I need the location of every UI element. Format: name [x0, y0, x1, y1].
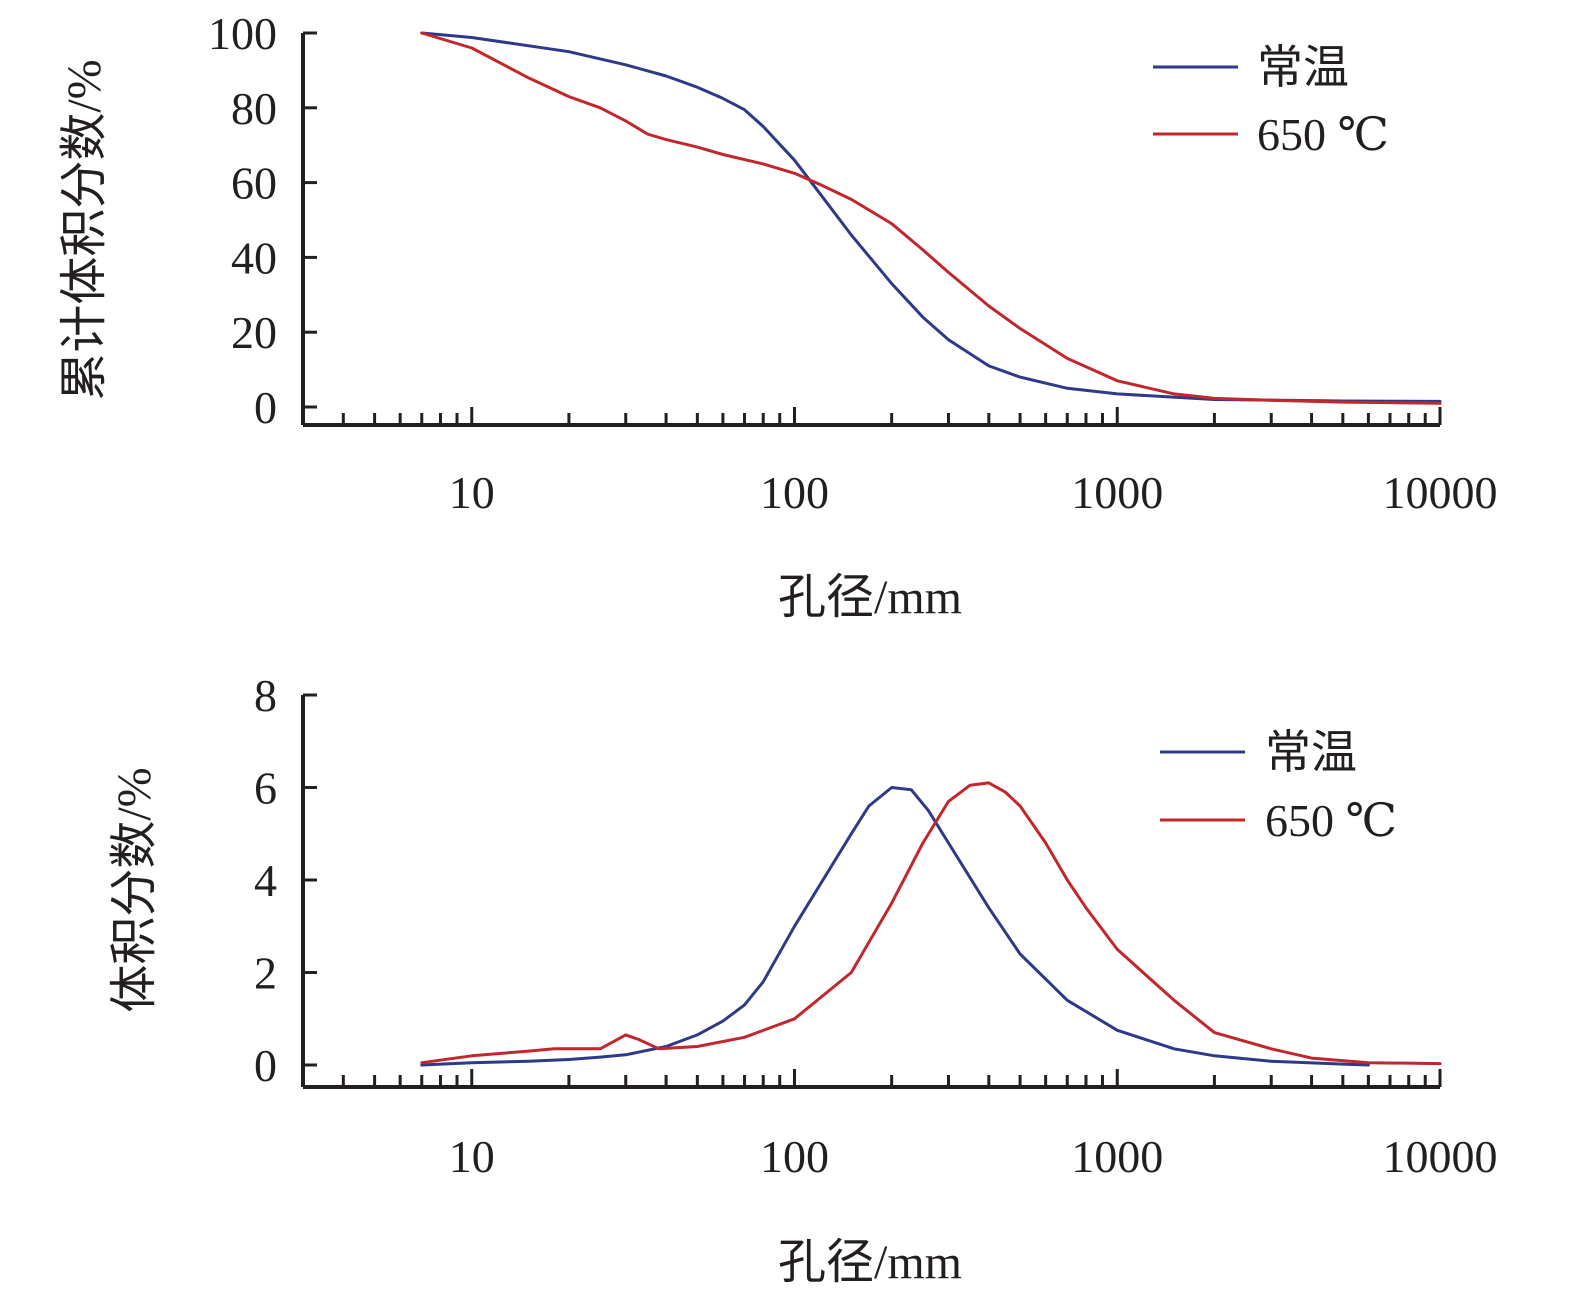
bottom-x-tick-label: 100: [760, 1131, 829, 1182]
bottom-y-tick-label: 2: [254, 948, 277, 999]
top-legend-label: 常温: [1257, 42, 1349, 93]
volume-fraction-chart: 0 2 4 6 8 10 100 1000 10000 孔径/mm 体积分数/% 常温 650 ℃: [108, 670, 1498, 1289]
top-series-line-ambient: [420, 31, 1442, 403]
top-y-tick-label: 60: [231, 158, 277, 209]
bottom-x-tick-label: 10000: [1383, 1131, 1498, 1182]
bottom-series-line-ambient: [420, 786, 1370, 1067]
bottom-y-tick-label: 4: [254, 855, 277, 906]
top-series-line-650c: [420, 31, 1442, 405]
bottom-x-axis-title: 孔径/mm: [778, 1236, 962, 1289]
bottom-x-tick-label: 10: [449, 1131, 495, 1182]
top-x-tick-label: 100: [760, 467, 829, 518]
bottom-series-line-650c: [420, 781, 1442, 1066]
top-y-tick-label: 20: [231, 307, 277, 358]
top-y-tick-label: 0: [254, 382, 277, 433]
bottom-y-axis-title: 体积分数/%: [108, 767, 161, 1012]
top-y-tick-label: 40: [231, 232, 277, 283]
top-x-axis-title: 孔径/mm: [778, 571, 962, 624]
bottom-y-tick-label: 8: [254, 670, 277, 721]
top-x-tick-label: 10000: [1383, 467, 1498, 518]
bottom-y-tick-label: 6: [254, 763, 277, 814]
top-y-tick-label: 100: [208, 8, 277, 59]
top-y-axis-title: 累计体积分数/%: [58, 59, 111, 400]
top-legend-label: 650 ℃: [1257, 109, 1389, 160]
top-x-tick-label: 10: [449, 467, 495, 518]
bottom-legend-label: 650 ℃: [1265, 795, 1397, 846]
cumulative-volume-chart: 0 20 40 60 80 100 10 100 1000 10000 孔径/mm 累计体积分数/% 常…: [58, 8, 1498, 624]
bottom-legend-label: 常温: [1265, 727, 1357, 778]
bottom-x-tick-label: 1000: [1071, 1131, 1163, 1182]
top-y-tick-label: 80: [231, 83, 277, 134]
bottom-y-tick-label: 0: [254, 1040, 277, 1091]
top-x-tick-label: 1000: [1071, 467, 1163, 518]
